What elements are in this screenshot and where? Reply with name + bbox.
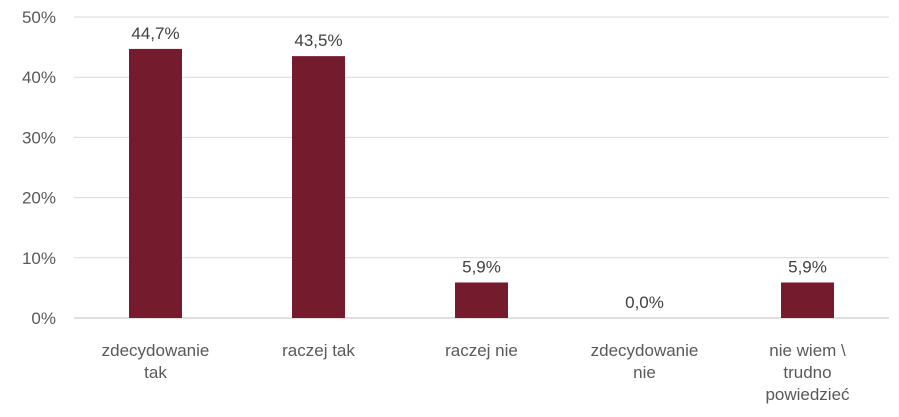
data-label: 0,0% — [625, 293, 664, 312]
x-category-label: tak — [144, 363, 167, 382]
x-axis-categories: zdecydowanie tak raczej tak raczej nie zdecy… — [102, 341, 850, 404]
y-tick-label: 20% — [22, 189, 56, 208]
data-label: 5,9% — [462, 257, 501, 276]
y-axis-ticks: 0% 10% 20% 30% 40% 50% — [22, 8, 56, 328]
x-category-label: raczej tak — [282, 341, 355, 360]
data-labels: 44,7% 43,5% 5,9% 0,0% 5,9% — [131, 24, 826, 312]
x-category-label: raczej nie — [445, 341, 518, 360]
x-category-label: trudno — [783, 363, 831, 382]
y-tick-label: 10% — [22, 249, 56, 268]
gridlines — [74, 16, 889, 319]
bar — [455, 282, 508, 318]
y-tick-label: 50% — [22, 8, 56, 27]
bar — [292, 56, 345, 318]
x-category-label: nie — [633, 363, 656, 382]
y-tick-label: 30% — [22, 128, 56, 147]
y-tick-label: 40% — [22, 68, 56, 87]
data-label: 43,5% — [294, 31, 342, 50]
y-tick-label: 0% — [31, 309, 56, 328]
data-label: 5,9% — [788, 257, 827, 276]
x-category-label: zdecydowanie — [591, 341, 699, 360]
x-category-label: nie wiem \ — [769, 341, 846, 360]
bars — [129, 48, 834, 318]
x-category-label: powiedzieć — [765, 385, 850, 404]
x-category-label: zdecydowanie — [102, 341, 210, 360]
bar — [781, 282, 834, 318]
data-label: 44,7% — [131, 24, 179, 43]
bar — [129, 48, 182, 318]
